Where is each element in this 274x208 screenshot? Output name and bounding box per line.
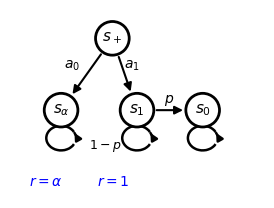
Circle shape xyxy=(96,21,129,55)
Text: $p$: $p$ xyxy=(164,93,174,108)
Text: $a_0$: $a_0$ xyxy=(64,59,80,73)
Text: $1-p$: $1-p$ xyxy=(89,138,121,154)
Text: $s_0$: $s_0$ xyxy=(195,102,211,118)
Circle shape xyxy=(44,93,78,127)
Text: $s_1$: $s_1$ xyxy=(129,102,145,118)
Text: $r = \alpha$: $r = \alpha$ xyxy=(29,175,62,189)
Text: $a_1$: $a_1$ xyxy=(124,59,140,73)
Circle shape xyxy=(186,93,219,127)
Text: $r = 1$: $r = 1$ xyxy=(97,175,130,189)
Text: $s_+$: $s_+$ xyxy=(102,31,122,46)
Text: $s_{\alpha}$: $s_{\alpha}$ xyxy=(53,102,70,118)
Circle shape xyxy=(120,93,154,127)
